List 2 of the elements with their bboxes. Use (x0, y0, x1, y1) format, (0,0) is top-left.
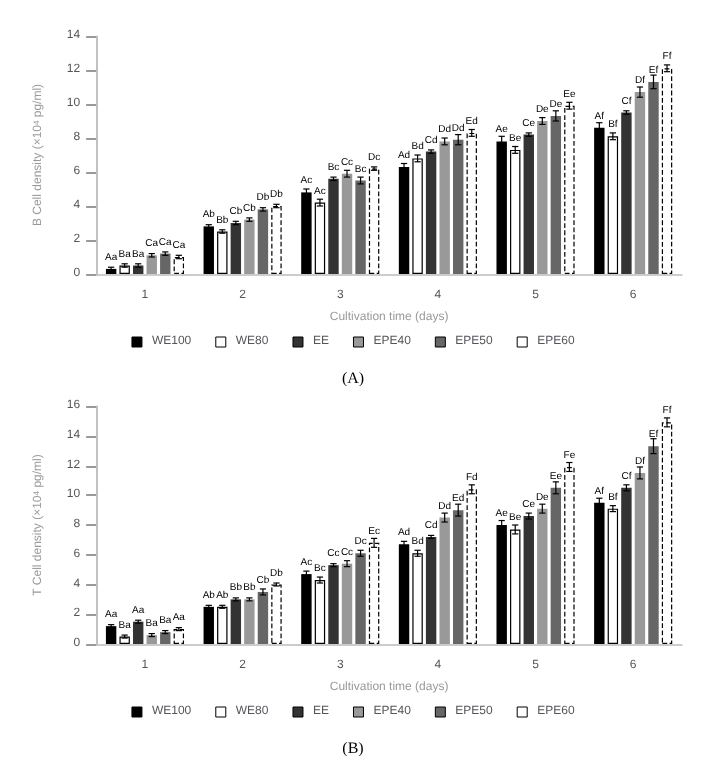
text: (A) (341, 369, 365, 387)
text: (B) (342, 739, 365, 757)
